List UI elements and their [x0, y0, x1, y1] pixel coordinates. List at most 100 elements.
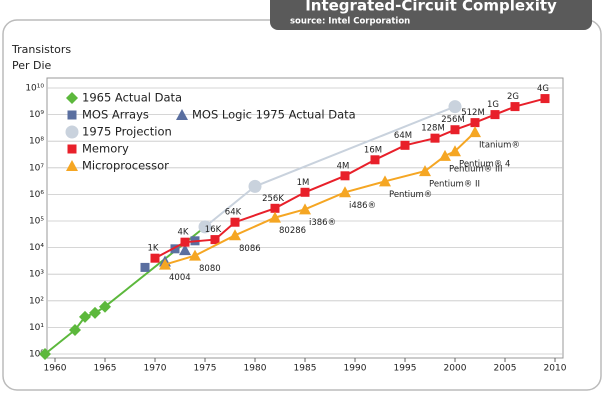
point-label: 1M: [297, 178, 310, 188]
data-point: [400, 140, 410, 150]
x-tick-label: 1960: [44, 364, 67, 374]
data-point: [140, 262, 150, 272]
data-point: [430, 133, 440, 143]
data-point: [230, 217, 240, 227]
title-box: [270, 0, 592, 30]
point-label: 512M: [461, 108, 485, 118]
y-axis-label: Per Die: [12, 59, 52, 72]
point-label: Pentium®: [389, 190, 432, 200]
y-tick-label: 10⁹: [29, 110, 44, 120]
legend-label: 1975 Projection: [82, 125, 172, 139]
point-label: 4004: [169, 273, 191, 283]
y-tick-label: 10⁶: [29, 190, 44, 200]
x-tick-label: 1990: [344, 364, 367, 374]
data-point: [99, 300, 111, 313]
data-point: [210, 235, 220, 245]
point-label: 256M: [441, 115, 465, 125]
y-tick-label: 10⁸: [29, 137, 44, 147]
y-axis-label: Transistors: [11, 43, 71, 56]
point-label: 1K: [148, 244, 159, 254]
data-point: [510, 102, 520, 112]
point-label: 128M: [421, 124, 445, 134]
x-tick-label: 2005: [494, 364, 517, 374]
x-tick-label: 2010: [544, 364, 567, 374]
x-tick-label: 1965: [94, 364, 117, 374]
point-label: 4K: [178, 228, 189, 238]
x-tick-label: 1970: [144, 364, 167, 374]
data-point: [198, 220, 212, 234]
data-point: [450, 125, 460, 135]
legend-marker: [176, 109, 188, 120]
data-point: [229, 229, 241, 241]
point-label: 1G: [487, 100, 499, 110]
point-label: 4G: [537, 84, 549, 94]
point-label: i486®: [349, 201, 376, 211]
point-label: 64K: [225, 208, 242, 218]
data-point: [39, 348, 51, 360]
legend-label: 1965 Actual Data: [82, 91, 182, 105]
series-line: [44, 226, 206, 355]
legend-label: MOS Arrays: [82, 108, 149, 122]
data-point: [490, 110, 500, 120]
data-point: [300, 187, 310, 197]
y-tick-label: 10⁰: [29, 350, 44, 360]
x-tick-label: 2000: [444, 364, 467, 374]
data-point: [248, 179, 262, 193]
data-point: [449, 145, 461, 157]
point-label: 8086: [239, 244, 261, 254]
point-label: 8080: [199, 264, 221, 274]
legend-label: Microprocessor: [82, 159, 169, 173]
data-point: [170, 244, 180, 254]
y-tick-label: 10⁴: [29, 243, 44, 253]
point-label: Pentium® 4: [459, 160, 510, 170]
y-tick-label: 10⁷: [29, 163, 44, 173]
point-label: Pentium® II: [429, 180, 480, 190]
x-tick-label: 1995: [394, 364, 417, 374]
y-tick-label: 10²: [29, 296, 44, 306]
data-point: [470, 118, 480, 128]
point-label: 256K: [262, 194, 284, 204]
data-point: [150, 253, 160, 263]
x-tick-label: 1975: [194, 364, 217, 374]
point-label: Pentium® III: [449, 164, 503, 174]
data-point: [339, 186, 351, 198]
chart-subtitle: source: Intel Corporation: [290, 17, 410, 27]
data-point: [370, 155, 380, 165]
data-point: [180, 237, 190, 247]
x-tick-label: 1985: [294, 364, 317, 374]
data-point: [269, 211, 281, 223]
data-point: [540, 94, 550, 104]
data-point: [179, 244, 191, 256]
data-point: [469, 126, 481, 138]
y-tick-label: 10¹⁰: [25, 84, 44, 94]
data-point: [448, 100, 462, 114]
x-tick-label: 1980: [244, 364, 267, 374]
point-label: 2G: [507, 92, 519, 102]
data-point: [340, 171, 350, 181]
legend-marker: [66, 92, 78, 104]
data-point: [270, 203, 280, 213]
data-point: [419, 165, 431, 177]
point-label: 64M: [394, 131, 412, 141]
data-point: [79, 310, 91, 323]
y-tick-label: 10⁵: [29, 217, 44, 227]
data-point: [189, 249, 201, 261]
data-point: [69, 323, 81, 336]
legend-marker: [65, 125, 79, 139]
y-tick-label: 10¹: [29, 323, 44, 333]
point-label: 16K: [205, 225, 222, 235]
point-label: 4M: [337, 161, 350, 171]
point-label: 80286: [279, 226, 306, 236]
legend-marker: [67, 110, 77, 120]
chart-title: Integrated-Circuit Complexity: [305, 0, 557, 15]
point-label: i386®: [309, 218, 336, 228]
legend-marker: [67, 144, 77, 154]
point-label: Itanium®: [479, 141, 520, 151]
data-point: [299, 203, 311, 215]
legend-label: MOS Logic 1975 Actual Data: [192, 108, 356, 122]
data-point: [159, 258, 171, 270]
legend-marker: [66, 160, 78, 171]
point-label: 16M: [364, 145, 382, 155]
data-point: [89, 306, 101, 319]
